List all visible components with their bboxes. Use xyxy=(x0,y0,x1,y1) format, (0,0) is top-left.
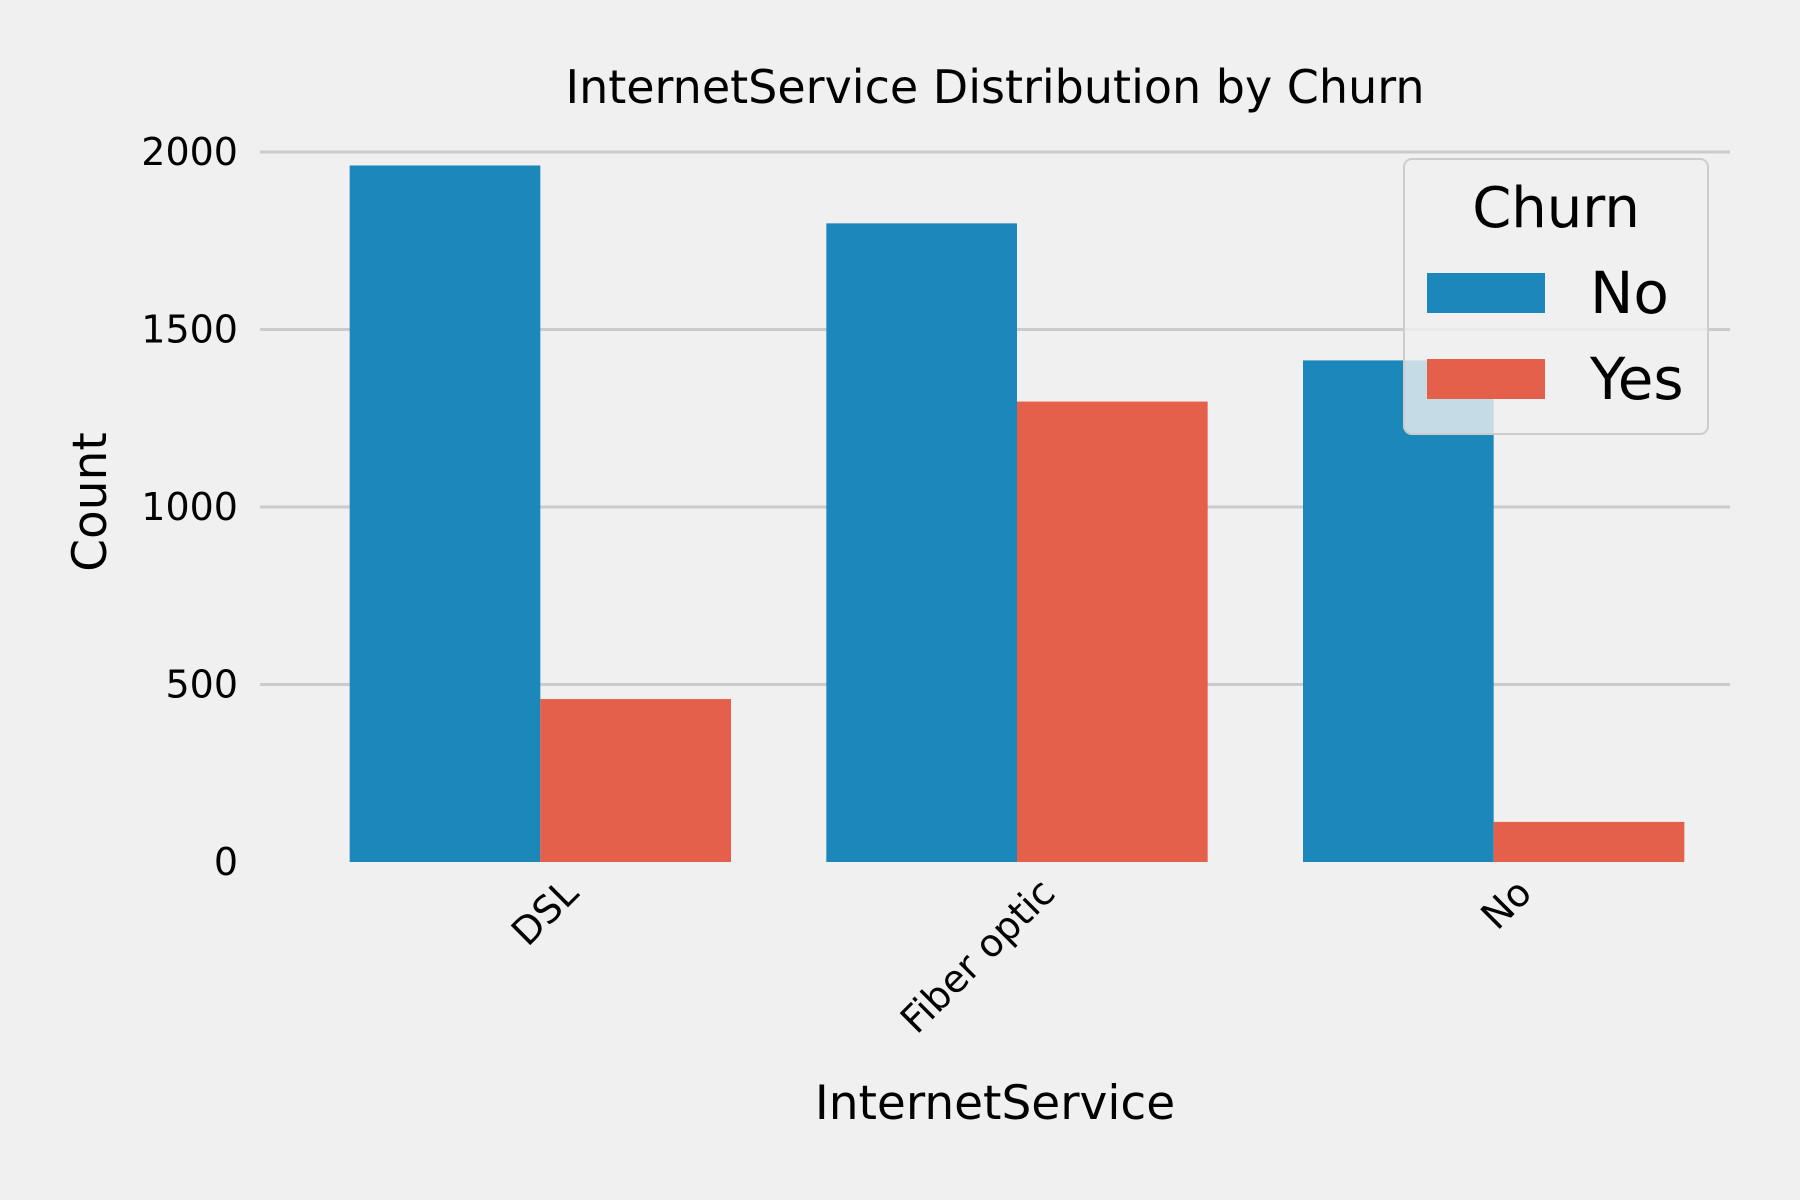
bar-no-no xyxy=(1303,360,1494,862)
y-tick-label: 0 xyxy=(214,840,238,884)
y-axis-label: Count xyxy=(63,432,118,572)
bar-dsl-yes xyxy=(540,699,731,862)
y-tick-labels: 0 500 1000 1500 2000 xyxy=(141,130,238,884)
legend-swatch-yes xyxy=(1427,359,1545,399)
y-tick-label: 2000 xyxy=(141,130,238,174)
y-tick-label: 1500 xyxy=(141,308,238,352)
bar-fiber-optic-no xyxy=(826,223,1017,863)
bars xyxy=(349,165,1685,863)
chart-title: InternetService Distribution by Churn xyxy=(566,60,1425,114)
x-axis-label: InternetService xyxy=(815,1076,1175,1131)
legend-label-no: No xyxy=(1590,259,1669,327)
legend: Churn No Yes xyxy=(1403,158,1709,435)
bar-no-yes xyxy=(1493,821,1685,862)
legend-title: Churn xyxy=(1472,176,1640,241)
y-tick-label: 500 xyxy=(165,663,238,707)
y-tick-label: 1000 xyxy=(141,485,238,529)
bar-dsl-no xyxy=(349,165,541,863)
legend-label-yes: Yes xyxy=(1589,345,1684,413)
bar-fiber-optic-yes xyxy=(1017,401,1208,862)
legend-swatch-no xyxy=(1427,273,1545,313)
